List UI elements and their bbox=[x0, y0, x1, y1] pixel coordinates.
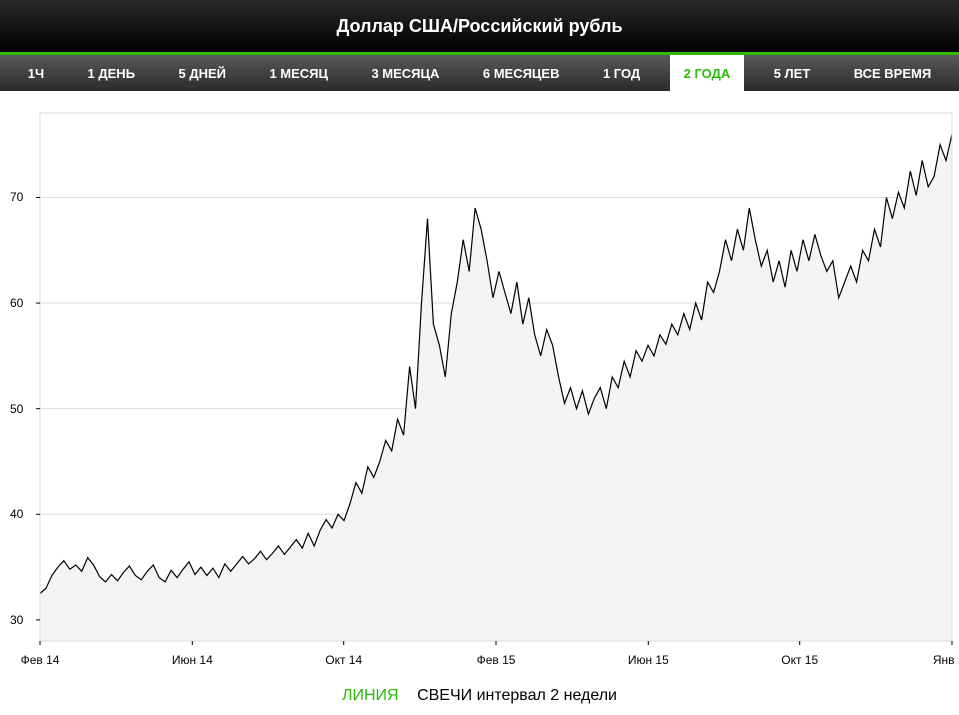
line-mode-button[interactable]: ЛИНИЯ bbox=[342, 687, 399, 704]
x-tick-label: Июн 15 bbox=[628, 653, 669, 667]
chart-mode-footer: ЛИНИЯ СВЕЧИ интервал 2 недели bbox=[0, 671, 959, 715]
y-tick-label: 40 bbox=[10, 507, 23, 521]
timeframe-tabs: 1Ч 1 ДЕНЬ 5 ДНЕЙ 1 МЕСЯЦ 3 МЕСЯЦА 6 МЕСЯЦЕВ 1 … bbox=[0, 55, 959, 91]
y-tick-label: 60 bbox=[10, 296, 23, 310]
timeframe-tab[interactable]: 6 МЕСЯЦЕВ bbox=[469, 55, 574, 91]
x-tick-label: Окт 14 bbox=[325, 653, 362, 667]
y-tick-label: 70 bbox=[10, 190, 23, 204]
x-tick-label: Янв 16 bbox=[933, 653, 959, 667]
timeframe-tab[interactable]: 3 МЕСЯЦА bbox=[357, 55, 453, 91]
timeframe-tab[interactable]: 1Ч bbox=[14, 55, 58, 91]
timeframe-tab[interactable]: 1 ДЕНЬ bbox=[74, 55, 150, 91]
timeframe-tab[interactable]: 5 ДНЕЙ bbox=[164, 55, 240, 91]
y-tick-label: 50 bbox=[10, 402, 23, 416]
timeframe-tab[interactable]: ВСЕ ВРЕМЯ bbox=[840, 55, 945, 91]
page-title: Доллар США/Российский рубль bbox=[336, 16, 622, 37]
price-chart[interactable] bbox=[6, 107, 953, 647]
timeframe-tab[interactable]: 5 ЛЕТ bbox=[760, 55, 825, 91]
x-tick-label: Окт 15 bbox=[781, 653, 818, 667]
x-axis-labels: Фев 14Июн 14Окт 14Фев 15Июн 15Окт 15Янв … bbox=[6, 647, 953, 667]
timeframe-tab[interactable]: 1 МЕСЯЦ bbox=[255, 55, 342, 91]
timeframe-tab[interactable]: 1 ГОД bbox=[589, 55, 654, 91]
y-tick-label: 30 bbox=[10, 613, 23, 627]
timeframe-tab[interactable]: 2 ГОДА bbox=[670, 55, 745, 91]
chart-area: 30 40 50 60 70 bbox=[6, 107, 953, 647]
candle-mode-button[interactable]: СВЕЧИ интервал 2 недели bbox=[417, 687, 617, 704]
chart-container: 30 40 50 60 70 Фев 14 Июн 14 Окт 14 Фев 15 Июн 1… bbox=[0, 91, 959, 671]
x-tick-label: Фев 15 bbox=[477, 653, 516, 667]
x-tick-label: Фев 14 bbox=[21, 653, 60, 667]
header: Доллар США/Российский рубль bbox=[0, 0, 959, 55]
x-tick-label: Июн 14 bbox=[172, 653, 213, 667]
